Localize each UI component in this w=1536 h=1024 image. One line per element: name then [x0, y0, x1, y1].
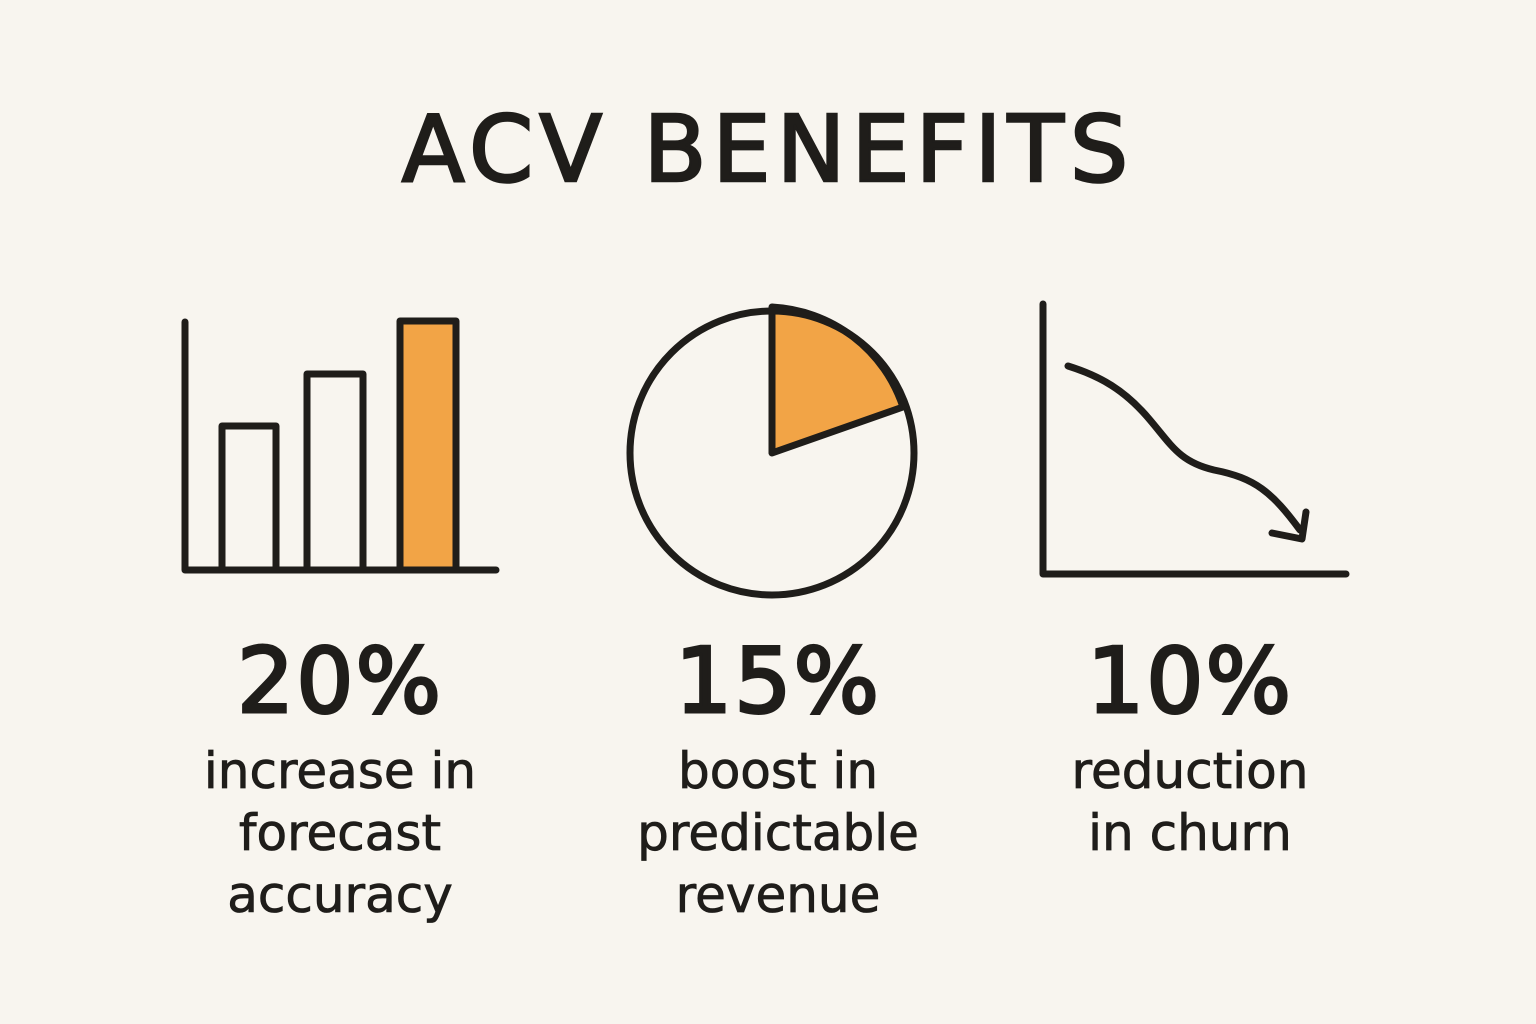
benefit-description-1: increase in forecast accuracy	[120, 740, 560, 926]
pie-chart-slice	[768, 303, 907, 457]
benefit-3-line-2: in churn	[1088, 804, 1293, 863]
benefit-1-line-2: forecast	[238, 804, 442, 863]
benefit-description-3: reduction in churn	[970, 740, 1410, 864]
benefit-1-line-3: accuracy	[227, 866, 453, 925]
benefit-3-line-1: reduction	[1071, 742, 1309, 801]
pie-chart-circle	[626, 307, 918, 599]
line-chart-curve	[1064, 362, 1304, 534]
page-title: ACV BENEFITS	[400, 96, 1135, 203]
bar-chart-bar-3	[396, 317, 460, 574]
line-chart-arrowhead	[1268, 508, 1310, 543]
bar-chart-bar-2	[303, 370, 367, 574]
benefit-2-line-3: revenue	[675, 866, 881, 925]
benefit-2-line-2: predictable	[637, 804, 920, 863]
benefit-description-2: boost in predictable revenue	[558, 740, 998, 926]
benefit-1-line-1: increase in	[203, 742, 477, 801]
benefit-2-line-1: boost in	[677, 742, 879, 801]
bar-chart-axis	[181, 318, 500, 574]
benefit-value-2: 15%	[673, 629, 882, 734]
benefit-value-1: 20%	[235, 629, 444, 734]
bar-chart-bar-1	[218, 422, 280, 574]
benefit-value-3: 10%	[1085, 629, 1294, 734]
line-chart-axis	[1039, 300, 1350, 578]
